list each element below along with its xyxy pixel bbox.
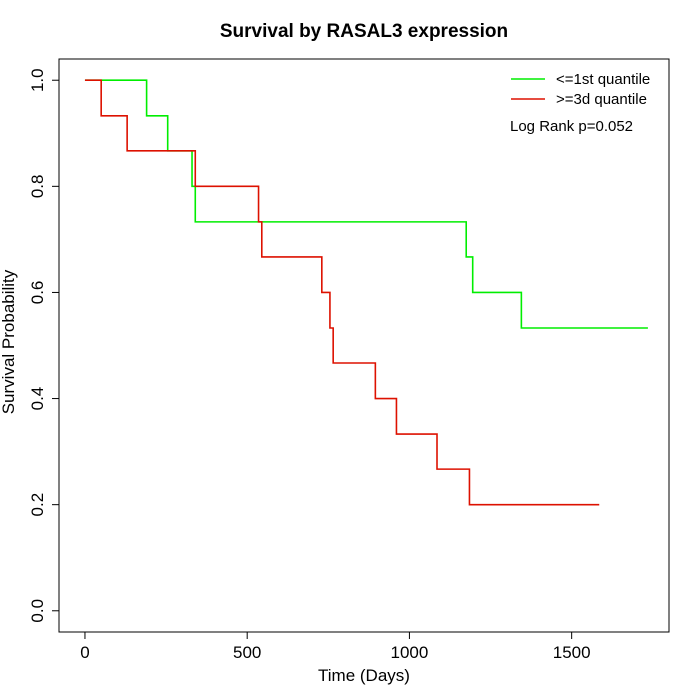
legend-label: >=3d quantile (556, 91, 647, 108)
plot-frame (58, 58, 670, 633)
y-axis-label: Survival Probability (0, 269, 18, 414)
x-tick-label: 1500 (553, 643, 591, 662)
y-tick-label: 0.4 (28, 387, 47, 411)
legend: <=1st quantile >=3d quantile (511, 71, 650, 108)
survival-curve-low (84, 79, 648, 329)
x-tick-label: 500 (233, 643, 261, 662)
legend-label: <=1st quantile (556, 71, 650, 88)
survival-curve-high (84, 79, 600, 506)
y-axis: 0.0 0.2 0.4 0.6 0.8 1.0 (28, 68, 60, 623)
y-tick-label: 0.0 (28, 599, 47, 623)
survival-curves (84, 79, 648, 506)
y-tick-label: 1.0 (28, 68, 47, 92)
x-axis-label: Time (Days) (318, 666, 410, 685)
y-tick-label: 0.6 (28, 281, 47, 305)
y-tick-label: 0.8 (28, 175, 47, 199)
x-tick-label: 0 (80, 643, 89, 662)
log-rank-annotation: Log Rank p=0.052 (510, 118, 633, 135)
y-tick-label: 0.2 (28, 493, 47, 517)
x-axis: 0 500 1000 1500 (80, 631, 591, 662)
chart-title: Survival by RASAL3 expression (220, 21, 508, 42)
x-tick-label: 1000 (391, 643, 429, 662)
